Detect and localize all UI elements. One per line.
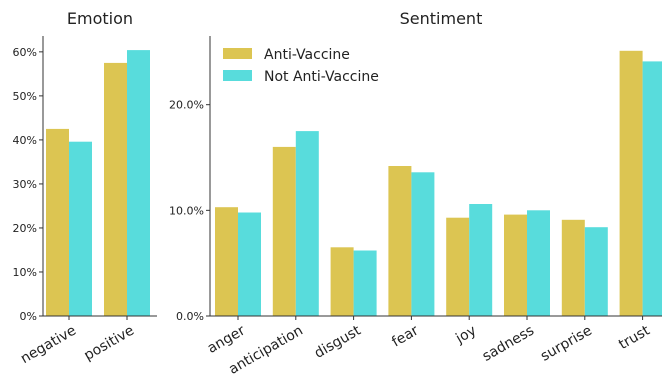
legend-swatch-not-anti-vaccine (223, 70, 252, 81)
sentiment-chart-title: Sentiment (400, 9, 483, 28)
emotion-bar-negative-not-anti-vaccine (69, 141, 92, 316)
sentiment-bar-sadness-anti-vaccine (504, 214, 527, 316)
sentiment-legend: Anti-Vaccine Not Anti-Vaccine (223, 47, 379, 85)
emotion-x-tick-label-positive: positive (81, 323, 137, 364)
legend-label-anti-vaccine: Anti-Vaccine (264, 47, 350, 63)
sentiment-x-tick-label-anger: anger (205, 322, 248, 356)
sentiment-bar-surprise-not-anti-vaccine (584, 227, 608, 316)
emotion-y-tick-label-1: 10% (13, 266, 37, 279)
sentiment-bar-joy-not-anti-vaccine (469, 204, 493, 316)
emotion-y-tick-label-2: 20% (13, 222, 37, 235)
emotion-bar-negative-anti-vaccine (46, 128, 69, 316)
sentiment-bar-fear-anti-vaccine (388, 166, 412, 316)
sentiment-bar-anticipation-anti-vaccine (272, 146, 296, 316)
emotion-y-tick-label-4: 40% (13, 134, 37, 147)
sentiment-bar-disgust-anti-vaccine (330, 247, 354, 316)
emotion-y-tick-label-5: 50% (13, 90, 37, 103)
sentiment-x-tick-label-sadness: sadness (480, 323, 537, 365)
emotion-y-tick-label-3: 30% (13, 178, 37, 191)
sentiment-x-tick-label-joy: joy (452, 323, 479, 348)
sentiment-bar-trust-not-anti-vaccine (642, 61, 662, 317)
emotion-x-tick-label-negative: negative (18, 323, 79, 367)
sentiment-x-tick-label-surprise: surprise (538, 323, 595, 365)
sentiment-y-tick-label-1: 10.0% (169, 204, 204, 217)
emotion-chart: negative positive 0% 10% 20% 30% 40% 50% 60% (13, 36, 157, 367)
emotion-bar-positive-not-anti-vaccine (127, 50, 150, 316)
sentiment-bar-sadness-not-anti-vaccine (527, 210, 550, 316)
emotion-y-tick-label-6: 60% (13, 46, 37, 59)
sentiment-x-tick-label-disgust: disgust (312, 322, 364, 361)
sentiment-y-tick-label-0: 0.0% (176, 310, 204, 323)
sentiment-x-tick-label-fear: fear (389, 322, 421, 350)
sentiment-bar-disgust-not-anti-vaccine (353, 250, 377, 316)
sentiment-bar-surprise-anti-vaccine (561, 219, 585, 316)
emotion-chart-title: Emotion (67, 9, 133, 28)
sentiment-bar-trust-anti-vaccine (619, 50, 643, 317)
sentiment-bar-fear-not-anti-vaccine (411, 172, 435, 316)
emotion-bar-positive-anti-vaccine (104, 62, 127, 317)
sentiment-bar-anger-not-anti-vaccine (238, 212, 261, 316)
sentiment-bar-joy-anti-vaccine (446, 217, 470, 316)
legend-swatch-anti-vaccine (223, 48, 252, 59)
sentiment-bar-anger-anti-vaccine (215, 207, 238, 316)
sentiment-x-tick-label-trust: trust (616, 322, 653, 353)
sentiment-bar-anticipation-not-anti-vaccine (295, 131, 319, 316)
emotion-y-tick-label-0: 0% (20, 310, 37, 323)
legend-label-not-anti-vaccine: Not Anti-Vaccine (264, 69, 379, 85)
sentiment-y-tick-label-2: 20.0% (169, 99, 204, 112)
